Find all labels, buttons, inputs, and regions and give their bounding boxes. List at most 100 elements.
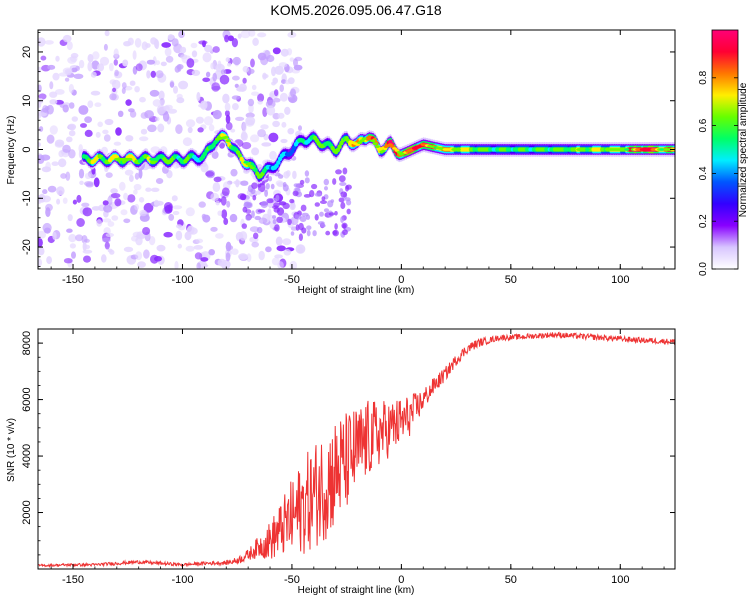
noise-blob: [255, 190, 261, 195]
noise-blob: [284, 79, 291, 85]
noise-blob: [334, 211, 338, 216]
noise-blob: [226, 200, 231, 208]
noise-blob: [221, 209, 228, 219]
spectrogram-ylabel: Frequency (Hz): [6, 116, 17, 185]
noise-blob: [223, 217, 229, 225]
noise-blob: [257, 93, 265, 102]
noise-blob: [146, 59, 156, 65]
noise-blob: [251, 210, 255, 218]
noise-blob: [56, 198, 61, 205]
noise-blob: [124, 169, 134, 176]
noise-blob: [110, 188, 118, 194]
noise-blob: [185, 207, 195, 217]
noise-blob: [303, 194, 311, 198]
noise-blob: [67, 56, 77, 64]
ridge-mark: [290, 149, 295, 154]
noise-blob: [185, 119, 196, 128]
snr-ylabel: SNR (10 * v/v): [6, 418, 17, 482]
noise-blob: [123, 218, 131, 224]
noise-blob: [120, 209, 128, 216]
x-tick-label: -100: [171, 574, 193, 586]
noise-blob: [175, 230, 183, 241]
noise-blob: [134, 172, 140, 180]
noise-blob: [38, 237, 43, 248]
noise-blob: [211, 150, 219, 159]
noise-blob: [232, 103, 239, 111]
noise-blob: [70, 52, 79, 59]
ridge-mark: [291, 145, 297, 151]
noise-blob: [92, 51, 100, 60]
noise-blob: [40, 55, 47, 61]
noise-blob: [42, 189, 48, 195]
noise-blob: [251, 84, 257, 91]
noise-blob: [257, 32, 267, 38]
noise-blob: [125, 99, 132, 106]
noise-blob: [324, 186, 328, 191]
noise-blob: [260, 124, 269, 130]
noise-blob: [160, 61, 167, 67]
noise-blob: [163, 231, 173, 238]
y-tick-label: 6000: [21, 387, 33, 411]
noise-blob: [155, 116, 160, 122]
noise-blob: [103, 205, 113, 213]
noise-blob: [224, 34, 230, 43]
noise-blob: [168, 213, 175, 221]
noise-blob: [68, 234, 77, 243]
noise-blob: [191, 50, 198, 58]
noise-blob: [176, 93, 183, 100]
spectrogram-xlabel: Height of straight line (km): [298, 285, 415, 296]
y-tick-label: -20: [21, 239, 33, 255]
noise-blob: [127, 194, 136, 203]
noise-blob: [274, 89, 279, 97]
noise-blob: [107, 221, 115, 227]
noise-blob: [274, 224, 280, 232]
noise-blob: [276, 245, 286, 252]
noise-blob: [38, 100, 42, 108]
noise-blob: [250, 58, 255, 68]
noise-blob: [114, 69, 119, 77]
noise-blob: [82, 241, 87, 252]
noise-blob: [49, 81, 54, 90]
noise-blob: [257, 209, 266, 213]
noise-blob: [334, 223, 338, 230]
noise-blob: [338, 175, 346, 183]
noise-blob: [229, 213, 238, 223]
noise-blob: [133, 189, 138, 195]
noise-blob: [282, 238, 292, 246]
noise-blob: [257, 129, 266, 138]
noise-blob: [268, 132, 279, 143]
noise-blob: [320, 223, 326, 228]
noise-blob: [172, 210, 180, 216]
noise-blob: [225, 114, 231, 124]
noise-blob: [251, 91, 260, 96]
noise-blob: [217, 210, 223, 216]
ridge-peak: [372, 142, 378, 146]
noise-blob: [68, 149, 76, 159]
noise-blob: [109, 249, 115, 255]
noise-blob: [63, 258, 73, 264]
noise-blob: [152, 99, 162, 107]
noise-blob: [65, 171, 71, 181]
noise-blob: [123, 246, 134, 253]
noise-blob: [245, 112, 255, 119]
noise-blob: [95, 131, 101, 138]
noise-blob: [113, 141, 122, 146]
noise-blob: [328, 212, 335, 216]
noise-blob: [115, 127, 122, 136]
noise-blob: [258, 217, 268, 224]
ridge-peak: [225, 139, 231, 143]
noise-blob: [250, 134, 260, 143]
noise-blob: [299, 216, 307, 222]
y-tick-label: 10: [21, 95, 33, 107]
noise-blob: [38, 93, 47, 100]
noise-blob: [56, 186, 65, 196]
noise-blob: [289, 202, 296, 211]
noise-blob: [164, 47, 172, 57]
noise-blob: [342, 229, 348, 236]
noise-blob: [262, 107, 268, 118]
noise-blob: [290, 231, 295, 236]
noise-blob: [278, 62, 288, 68]
noise-blob: [306, 225, 312, 230]
noise-blob: [299, 179, 305, 185]
